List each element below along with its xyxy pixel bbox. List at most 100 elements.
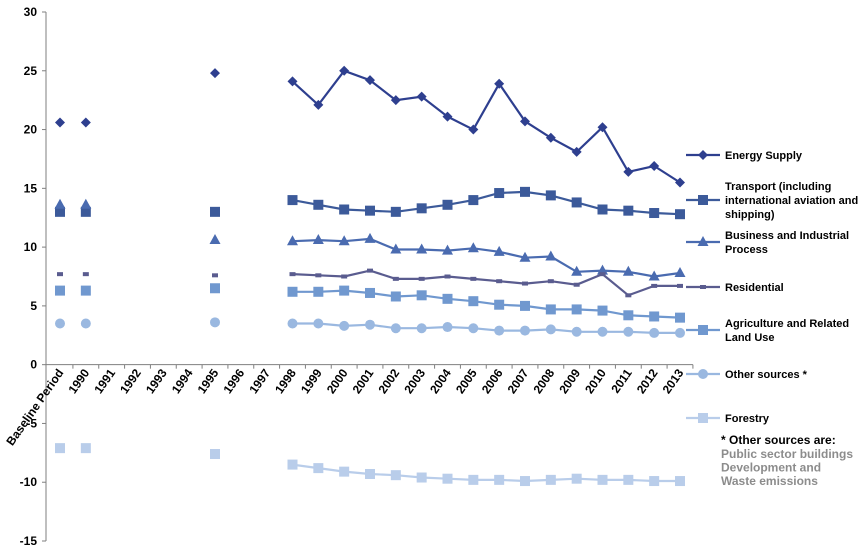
footnote-line: Public sector buildings xyxy=(721,447,853,461)
data-point xyxy=(470,276,477,281)
data-point xyxy=(571,265,583,276)
legend-entry-4: Agriculture and Related Land Use xyxy=(686,318,849,344)
data-point xyxy=(468,296,479,307)
data-point xyxy=(339,320,350,331)
x-tick-label: 1990 xyxy=(66,366,93,396)
data-point xyxy=(468,474,479,485)
series-5 xyxy=(55,317,685,338)
data-point xyxy=(675,327,685,338)
x-tick-label: 2002 xyxy=(376,366,403,396)
data-point xyxy=(55,285,65,296)
y-tick-label: -5 xyxy=(26,416,37,430)
legend-entry-3: Residential xyxy=(686,282,784,294)
data-point xyxy=(287,318,298,329)
data-point xyxy=(468,195,479,206)
data-point xyxy=(494,299,505,310)
footnote: * Other sources are:Public sector buildi… xyxy=(721,433,853,488)
data-point xyxy=(390,291,401,302)
data-point xyxy=(416,91,427,102)
data-point xyxy=(338,235,350,246)
data-point xyxy=(315,273,322,278)
data-point xyxy=(313,99,324,110)
legend-entry-0: Energy Supply xyxy=(686,150,803,162)
data-point xyxy=(545,304,556,315)
legend-label: Residential xyxy=(725,282,784,294)
x-tick-label: 2008 xyxy=(531,366,558,396)
x-tick-label: 2013 xyxy=(660,366,687,396)
data-point xyxy=(675,209,685,220)
data-point xyxy=(442,473,453,484)
data-point xyxy=(210,449,220,460)
legend-marker xyxy=(698,195,708,205)
data-point xyxy=(210,283,220,294)
data-point xyxy=(467,242,479,253)
data-point xyxy=(365,205,375,216)
data-point xyxy=(599,272,606,277)
data-point xyxy=(649,311,660,322)
data-point xyxy=(494,188,505,199)
data-point xyxy=(287,235,298,246)
legend-entry-1: Transport (including international aviati… xyxy=(686,181,858,221)
y-tick-label: 25 xyxy=(24,64,38,78)
data-point xyxy=(418,276,425,281)
data-point xyxy=(55,117,65,128)
data-point xyxy=(390,470,401,481)
series-line xyxy=(292,322,680,334)
series-line xyxy=(292,190,681,216)
legend-entry-5: Other sources * xyxy=(686,369,808,381)
x-tick-label: 2000 xyxy=(324,366,351,396)
data-point xyxy=(675,476,685,487)
legend-label: Land Use xyxy=(725,332,775,344)
data-point xyxy=(677,283,683,288)
footnote-line: Waste emissions xyxy=(721,474,818,488)
x-tick-label: 2012 xyxy=(634,366,661,396)
data-point xyxy=(571,146,582,157)
series-0 xyxy=(55,65,685,188)
legend-entry-2: Business and Industrial Process xyxy=(686,230,849,256)
data-point xyxy=(623,205,634,216)
footnote-heading: * Other sources are: xyxy=(721,433,836,447)
legend-label: Business and Industrial xyxy=(725,230,849,242)
data-point xyxy=(520,300,530,311)
data-point xyxy=(674,266,686,277)
legend-marker xyxy=(698,325,708,335)
data-point xyxy=(597,474,608,485)
data-point xyxy=(209,234,221,245)
data-point xyxy=(545,474,556,485)
legend-label: shipping) xyxy=(725,209,775,221)
data-point xyxy=(571,473,582,484)
data-point xyxy=(547,279,554,284)
y-tick-label: 10 xyxy=(24,240,38,254)
data-point xyxy=(210,68,220,79)
data-point xyxy=(597,326,608,337)
data-point xyxy=(365,75,375,86)
data-point xyxy=(520,116,530,127)
series-line xyxy=(292,269,680,297)
data-point xyxy=(520,476,530,487)
data-point xyxy=(312,234,324,245)
data-point xyxy=(80,443,91,454)
data-point xyxy=(416,203,427,214)
data-point xyxy=(289,272,296,277)
data-point xyxy=(442,199,453,210)
data-point xyxy=(287,286,298,297)
data-point xyxy=(520,325,530,336)
data-point xyxy=(212,273,218,278)
data-point xyxy=(597,305,608,316)
data-point xyxy=(287,459,298,470)
data-point xyxy=(210,317,220,328)
data-point xyxy=(80,285,91,296)
data-point xyxy=(365,287,375,298)
x-tick-label: 2010 xyxy=(582,366,609,396)
data-point xyxy=(675,312,685,323)
data-point xyxy=(623,474,634,485)
data-point xyxy=(365,468,375,479)
x-tick-label: 1996 xyxy=(221,366,248,396)
series-line xyxy=(291,69,681,184)
x-tick-label: 2001 xyxy=(350,366,377,396)
data-point xyxy=(494,325,505,336)
data-point xyxy=(416,243,428,254)
data-point xyxy=(339,466,350,477)
